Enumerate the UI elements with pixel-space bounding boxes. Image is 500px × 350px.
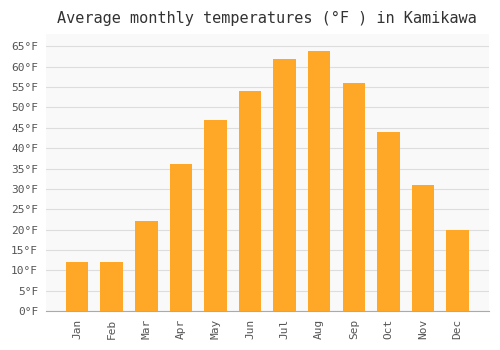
Bar <box>239 91 262 311</box>
Bar <box>66 262 88 311</box>
Title: Average monthly temperatures (°F ) in Kamikawa: Average monthly temperatures (°F ) in Ka… <box>58 11 477 26</box>
Bar <box>377 132 400 311</box>
Bar <box>412 185 434 311</box>
Bar <box>274 59 296 311</box>
Bar <box>100 262 123 311</box>
Bar <box>342 83 365 311</box>
Bar <box>308 50 330 311</box>
Bar <box>446 230 468 311</box>
Bar <box>135 222 158 311</box>
Bar <box>204 120 227 311</box>
Bar <box>170 164 192 311</box>
